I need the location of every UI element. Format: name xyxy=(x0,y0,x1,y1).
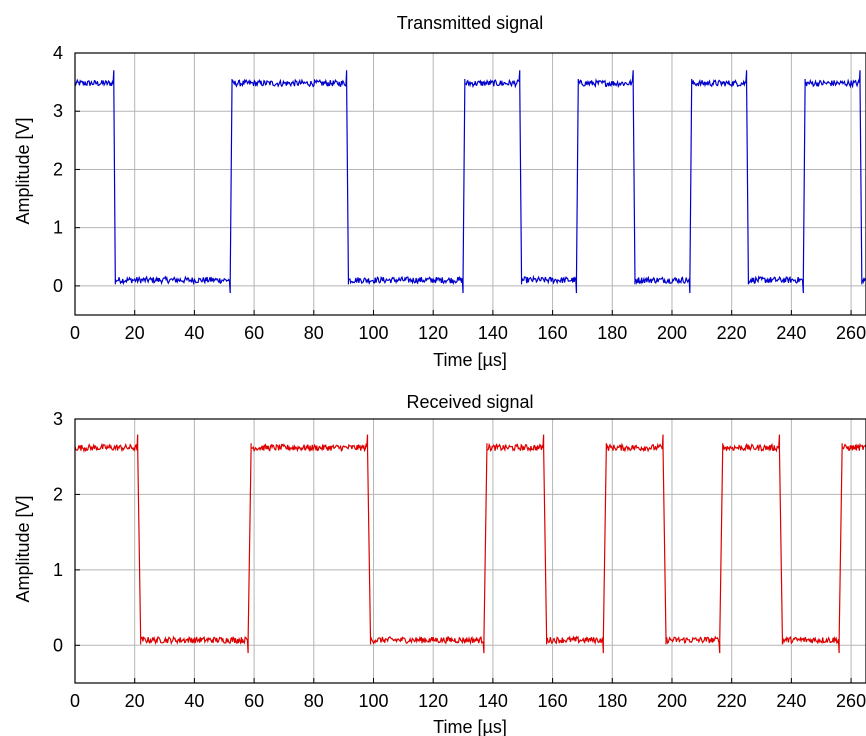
transmitted-signal-panel: Transmitted signal 0 20 40 60 80 100 120 140 160… xyxy=(13,13,866,370)
y-tick-label: 2 xyxy=(53,159,63,179)
received-signal-panel: Received signal 0 20 40 60 80 100 120 140 160 180… xyxy=(13,392,866,736)
x-tick-label: 60 xyxy=(244,691,264,711)
x-tick-label: 180 xyxy=(597,691,627,711)
y-tick-label: 1 xyxy=(53,560,63,580)
x-tick-label: 140 xyxy=(478,691,508,711)
x-axis-label: Time [µs] xyxy=(433,350,507,370)
x-tick-label: 100 xyxy=(358,691,388,711)
x-tick-label: 120 xyxy=(418,691,448,711)
x-tick-label: 220 xyxy=(717,691,747,711)
x-axis-label: Time [µs] xyxy=(433,717,507,736)
x-tick-label: 100 xyxy=(358,323,388,343)
x-tick-label: 260 xyxy=(836,323,866,343)
x-tick-label: 240 xyxy=(776,691,806,711)
y-tick-label: 1 xyxy=(53,218,63,238)
x-tick-label: 160 xyxy=(538,691,568,711)
y-ticks: 0 1 2 3 4 xyxy=(53,43,80,296)
y-tick-label: 4 xyxy=(53,43,63,63)
x-tick-label: 0 xyxy=(70,323,80,343)
x-tick-label: 40 xyxy=(184,323,204,343)
y-tick-label: 3 xyxy=(53,409,63,429)
y-tick-label: 2 xyxy=(53,484,63,504)
x-tick-label: 180 xyxy=(597,323,627,343)
y-tick-label: 3 xyxy=(53,101,63,121)
x-tick-label: 220 xyxy=(717,323,747,343)
x-tick-label: 80 xyxy=(304,691,324,711)
y-tick-label: 0 xyxy=(53,276,63,296)
x-tick-label: 20 xyxy=(125,323,145,343)
x-tick-label: 20 xyxy=(125,691,145,711)
x-ticks: 0 20 40 60 80 100 120 140 160 180 200 220 240 260 xyxy=(70,678,866,711)
signal-series-line xyxy=(75,434,866,654)
x-tick-label: 120 xyxy=(418,323,448,343)
plot-frame xyxy=(74,418,866,684)
y-axis-label: Amplitude [V] xyxy=(13,495,33,602)
y-axis-label: Amplitude [V] xyxy=(13,117,33,224)
x-tick-label: 260 xyxy=(836,691,866,711)
series-layer xyxy=(75,70,866,294)
x-tick-label: 0 xyxy=(70,691,80,711)
x-ticks: 0 20 40 60 80 100 120 140 160 180 200 220 240 260 xyxy=(70,310,866,343)
y-ticks: 0 1 2 3 xyxy=(53,409,80,655)
series-layer xyxy=(75,434,866,654)
chart-title: Transmitted signal xyxy=(397,13,543,33)
x-tick-label: 200 xyxy=(657,691,687,711)
y-tick-label: 0 xyxy=(53,635,63,655)
x-tick-label: 160 xyxy=(538,323,568,343)
x-tick-label: 140 xyxy=(478,323,508,343)
x-tick-label: 200 xyxy=(657,323,687,343)
chart-title: Received signal xyxy=(406,392,533,412)
x-tick-label: 60 xyxy=(244,323,264,343)
signal-series-line xyxy=(75,70,866,294)
plot-frame xyxy=(74,52,866,316)
x-tick-label: 240 xyxy=(776,323,806,343)
x-tick-label: 80 xyxy=(304,323,324,343)
x-tick-label: 40 xyxy=(184,691,204,711)
